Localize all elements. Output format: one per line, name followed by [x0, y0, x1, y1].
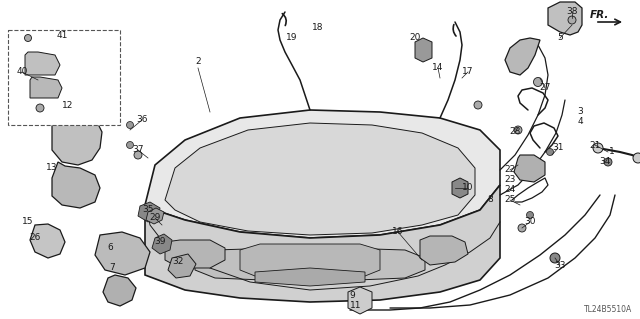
Text: 3: 3 — [577, 108, 583, 116]
Polygon shape — [195, 247, 425, 282]
Circle shape — [568, 16, 576, 24]
Text: 30: 30 — [524, 218, 536, 226]
Text: 36: 36 — [136, 115, 148, 124]
Polygon shape — [548, 2, 582, 35]
Text: 33: 33 — [554, 261, 566, 270]
Circle shape — [527, 211, 534, 219]
Polygon shape — [415, 38, 432, 62]
Text: TL24B5510A: TL24B5510A — [584, 305, 632, 314]
Polygon shape — [348, 287, 372, 314]
Text: 11: 11 — [350, 301, 362, 310]
Text: 41: 41 — [56, 31, 68, 40]
Polygon shape — [452, 178, 468, 198]
Text: 12: 12 — [62, 100, 74, 109]
Text: 2: 2 — [195, 57, 201, 66]
Text: 19: 19 — [286, 33, 298, 42]
Text: 22: 22 — [504, 166, 516, 174]
Circle shape — [593, 143, 603, 153]
Polygon shape — [146, 208, 164, 224]
Circle shape — [134, 151, 142, 159]
Polygon shape — [30, 224, 65, 258]
Circle shape — [514, 126, 522, 134]
Polygon shape — [145, 110, 500, 238]
Text: 34: 34 — [599, 158, 611, 167]
Text: 24: 24 — [504, 186, 516, 195]
Text: 39: 39 — [154, 238, 166, 247]
Text: 17: 17 — [462, 68, 474, 77]
Text: 35: 35 — [142, 205, 154, 214]
Text: 28: 28 — [509, 128, 521, 137]
Circle shape — [633, 153, 640, 163]
Text: 32: 32 — [172, 257, 184, 266]
Text: 26: 26 — [29, 234, 41, 242]
Text: 9: 9 — [349, 292, 355, 300]
Text: 23: 23 — [504, 175, 516, 184]
Circle shape — [547, 149, 554, 155]
Text: 40: 40 — [16, 68, 28, 77]
Circle shape — [474, 101, 482, 109]
Polygon shape — [138, 202, 160, 222]
Text: FR.: FR. — [590, 10, 609, 20]
Polygon shape — [30, 77, 62, 98]
Polygon shape — [514, 155, 545, 182]
Polygon shape — [165, 123, 475, 235]
Text: 20: 20 — [410, 33, 420, 42]
Text: 25: 25 — [504, 196, 516, 204]
Text: 29: 29 — [149, 213, 161, 222]
Circle shape — [127, 142, 134, 149]
Text: 8: 8 — [487, 196, 493, 204]
Polygon shape — [103, 275, 136, 306]
Text: 38: 38 — [566, 8, 578, 17]
Circle shape — [127, 122, 134, 129]
Text: 27: 27 — [540, 84, 550, 93]
Polygon shape — [165, 240, 225, 268]
Polygon shape — [152, 234, 172, 254]
Text: 15: 15 — [22, 218, 34, 226]
Polygon shape — [505, 38, 540, 75]
Polygon shape — [25, 52, 60, 75]
Text: 1: 1 — [609, 147, 615, 157]
Text: 5: 5 — [557, 33, 563, 42]
Text: 13: 13 — [46, 164, 58, 173]
Polygon shape — [240, 244, 380, 278]
Polygon shape — [420, 236, 468, 265]
Circle shape — [36, 104, 44, 112]
Circle shape — [24, 34, 31, 41]
Polygon shape — [168, 254, 196, 278]
FancyBboxPatch shape — [8, 30, 120, 125]
Text: 6: 6 — [107, 243, 113, 253]
Text: 21: 21 — [589, 140, 601, 150]
Text: 7: 7 — [109, 263, 115, 272]
Polygon shape — [145, 185, 500, 302]
Text: 10: 10 — [462, 183, 474, 192]
Polygon shape — [255, 268, 365, 286]
Circle shape — [604, 158, 612, 166]
Text: 31: 31 — [552, 144, 564, 152]
Polygon shape — [52, 110, 102, 165]
Text: 16: 16 — [392, 227, 404, 236]
Polygon shape — [52, 162, 100, 208]
Text: 37: 37 — [132, 145, 144, 154]
Circle shape — [550, 253, 560, 263]
Text: 14: 14 — [432, 63, 444, 72]
Text: 4: 4 — [577, 117, 583, 127]
Circle shape — [518, 224, 526, 232]
Circle shape — [534, 78, 543, 86]
Polygon shape — [95, 232, 150, 275]
Text: 18: 18 — [312, 24, 324, 33]
